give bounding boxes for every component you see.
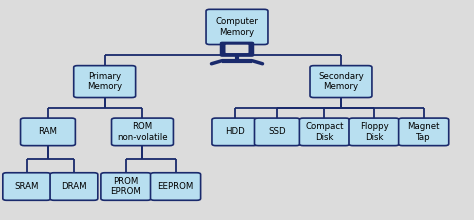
- FancyBboxPatch shape: [111, 118, 173, 146]
- FancyBboxPatch shape: [212, 118, 257, 146]
- FancyBboxPatch shape: [300, 118, 349, 146]
- Text: Floppy
Disk: Floppy Disk: [360, 122, 388, 141]
- Text: Primary
Memory: Primary Memory: [87, 72, 122, 91]
- Text: Secondary
Memory: Secondary Memory: [318, 72, 364, 91]
- FancyBboxPatch shape: [20, 118, 75, 146]
- FancyBboxPatch shape: [220, 42, 254, 56]
- FancyBboxPatch shape: [206, 9, 268, 44]
- Text: HDD: HDD: [225, 127, 245, 136]
- Text: Computer
Memory: Computer Memory: [216, 17, 258, 37]
- FancyBboxPatch shape: [226, 45, 248, 53]
- FancyBboxPatch shape: [151, 173, 201, 200]
- FancyBboxPatch shape: [74, 66, 136, 97]
- Text: Magnet
Tap: Magnet Tap: [408, 122, 440, 141]
- Text: PROM
EPROM: PROM EPROM: [110, 177, 141, 196]
- FancyBboxPatch shape: [310, 66, 372, 97]
- Text: Compact
Disk: Compact Disk: [305, 122, 344, 141]
- Text: EEPROM: EEPROM: [157, 182, 194, 191]
- FancyBboxPatch shape: [255, 118, 300, 146]
- FancyBboxPatch shape: [50, 173, 98, 200]
- FancyBboxPatch shape: [3, 173, 51, 200]
- FancyBboxPatch shape: [101, 173, 151, 200]
- Text: ROM
non-volatile: ROM non-volatile: [117, 122, 168, 141]
- Text: SSD: SSD: [268, 127, 286, 136]
- FancyBboxPatch shape: [399, 118, 449, 146]
- Text: RAM: RAM: [38, 127, 57, 136]
- Text: SRAM: SRAM: [14, 182, 39, 191]
- FancyBboxPatch shape: [349, 118, 399, 146]
- Text: DRAM: DRAM: [61, 182, 87, 191]
